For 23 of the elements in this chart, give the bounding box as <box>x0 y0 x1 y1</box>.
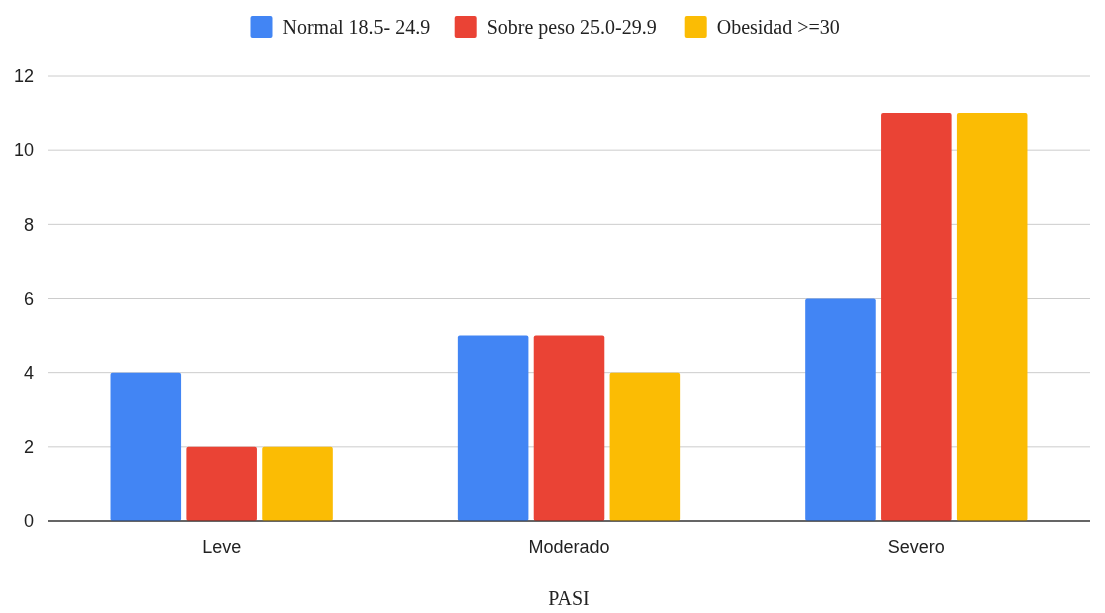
bar <box>533 335 605 521</box>
bar <box>805 298 876 521</box>
bar <box>186 446 257 521</box>
y-tick-label: 12 <box>13 66 34 87</box>
y-tick-label: 4 <box>23 362 34 383</box>
x-tick-label: Severo <box>887 537 945 557</box>
bar <box>881 113 952 521</box>
bar <box>110 372 182 521</box>
x-axis-title: PASI <box>548 587 590 609</box>
legend-label: Normal 18.5- 24.9 <box>282 16 431 38</box>
bar <box>609 372 681 521</box>
y-tick-label: 10 <box>13 140 34 161</box>
y-tick-label: 0 <box>23 511 34 532</box>
y-tick-label: 6 <box>23 288 34 309</box>
bar <box>457 335 529 521</box>
x-tick-label: Moderado <box>528 537 610 557</box>
legend-label: Sobre peso 25.0-29.9 <box>486 16 657 39</box>
legend-label: Obesidad >=30 <box>716 16 840 38</box>
y-tick-label: 8 <box>23 214 34 235</box>
y-tick-label: 2 <box>23 437 34 458</box>
bar <box>956 113 1028 521</box>
x-tick-label: Leve <box>202 537 242 557</box>
bar <box>262 446 333 521</box>
